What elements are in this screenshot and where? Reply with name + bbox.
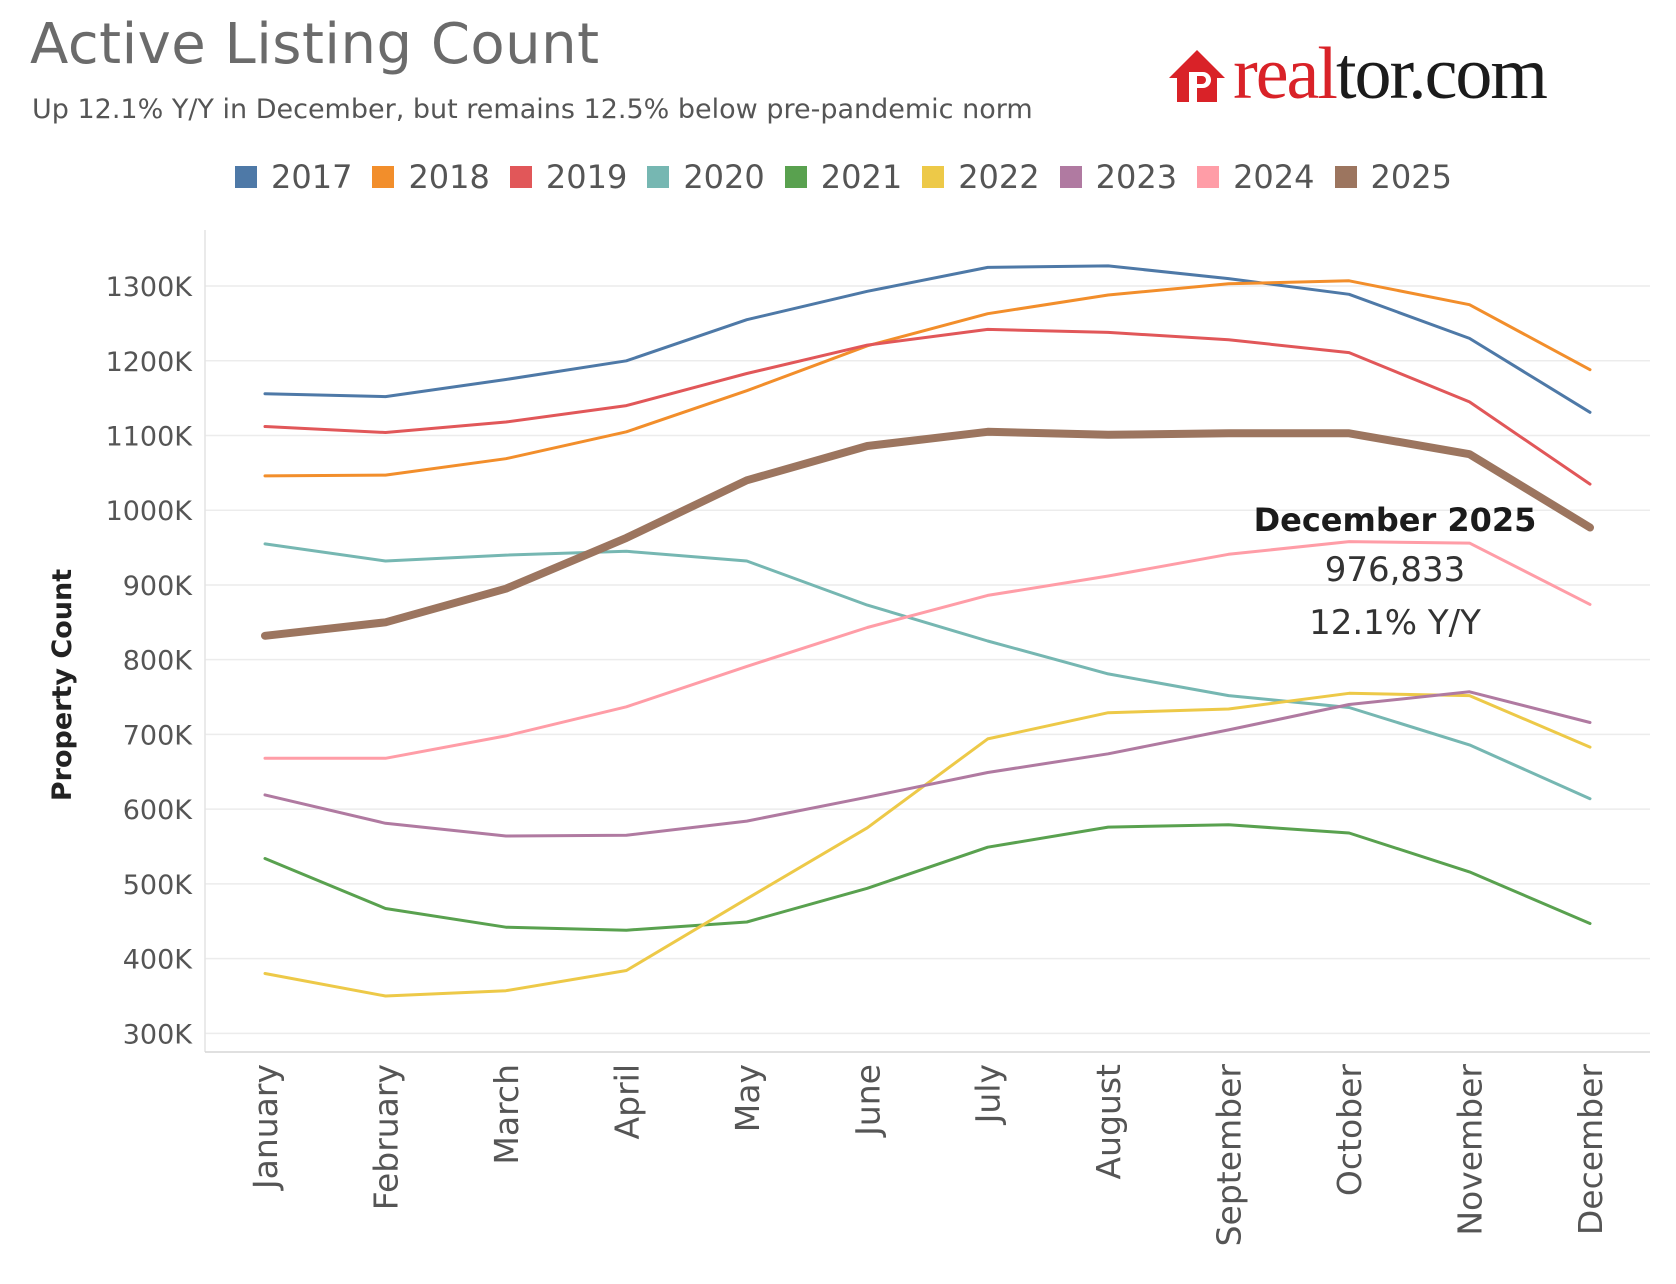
y-tick-label: 300K [123,1019,194,1050]
legend-item-2022[interactable]: 2022 [922,158,1040,196]
house-icon [1169,50,1226,102]
y-tick-label: 1100K [106,422,194,453]
y-tick-label: 1300K [106,272,194,303]
legend-item-2024[interactable]: 2024 [1197,158,1315,196]
x-tick-label: February [366,1064,405,1210]
legend-label: 2023 [1095,158,1178,196]
axes [204,230,1650,1053]
legend-item-2025[interactable]: 2025 [1334,158,1452,196]
x-tick-label: September [1210,1064,1249,1247]
x-tick-label: April [607,1064,646,1139]
y-axis-ticks: 300K 400K 500K 600K 700K 800K 900K 1000K 1100K 12… [106,272,194,1050]
y-tick-label: 1000K [106,496,194,527]
legend-swatch [1334,166,1357,188]
legend-item-2017[interactable]: 2017 [235,158,352,196]
legend-item-2019[interactable]: 2019 [509,158,628,196]
annotation: December 2025 976,833 12.1% Y/Y [1254,501,1537,643]
legend-item-2021[interactable]: 2021 [784,158,903,196]
annotation-value: 976,833 [1325,550,1466,590]
x-tick-label: August [1089,1064,1128,1180]
legend-swatch [235,166,257,188]
series-line-2017[interactable] [263,264,1592,414]
y-tick-label: 900K [123,571,194,602]
legend-swatch [784,166,807,188]
legend-swatch [647,166,670,188]
series-line-2019[interactable] [263,327,1592,486]
legend-label: 2025 [1370,158,1452,196]
legend-label: 2018 [408,158,490,196]
x-tick-label: June [848,1064,887,1138]
logo-text-black: tor.com [1335,33,1548,115]
legend-swatch [922,166,945,188]
legend-swatch [1197,166,1220,188]
legend-item-2020[interactable]: 2020 [647,158,765,196]
y-tick-label: 1200K [106,347,194,378]
legend-label: 2019 [545,158,628,196]
legend-label: 2022 [958,158,1040,196]
y-tick-label: 600K [123,795,194,826]
legend-swatch [372,166,395,188]
x-tick-label: July [969,1064,1008,1125]
series-line-2024[interactable] [263,540,1592,760]
x-tick-label: March [487,1064,526,1165]
legend-swatch [1059,166,1082,188]
legend-label: 2024 [1233,158,1315,196]
legend-label: 2017 [271,158,353,196]
x-axis-ticks: January February March April May June July Augu… [246,1064,1610,1247]
x-tick-label: December [1571,1064,1610,1236]
annotation-title: December 2025 [1254,501,1537,539]
series-line-2023[interactable] [263,690,1592,838]
series-line-2018[interactable] [263,279,1592,478]
series-line-2025[interactable] [261,427,1594,640]
y-tick-label: 400K [123,945,194,976]
legend-swatch [509,166,532,188]
gridlines [205,285,1650,1035]
logo-wordmark: realtor.com [1233,33,1548,115]
legend-item-2023[interactable]: 2023 [1059,158,1178,196]
series-lines [261,264,1594,998]
x-tick-label: October [1330,1064,1369,1196]
series-line-2021[interactable] [263,823,1592,932]
series-line-2022[interactable] [263,691,1592,998]
legend-label: 2021 [820,158,903,196]
annotation-change: 12.1% Y/Y [1309,603,1481,643]
chart-legend: 2017 2018 2019 2020 2021 2022 2023 2024 2025 [235,158,1472,196]
logo-text-red: real [1233,33,1338,115]
legend-label: 2020 [683,158,765,196]
y-tick-label: 700K [123,720,194,751]
x-tick-label: May [728,1064,767,1132]
y-axis-label: Property Count [47,569,78,801]
chart-title: Active Listing Count [30,12,600,77]
y-tick-label: 800K [123,646,194,677]
x-tick-label: November [1451,1064,1490,1236]
x-tick-label: January [246,1064,285,1191]
y-tick-label: 500K [123,870,194,901]
chart-subtitle: Up 12.1% Y/Y in December, but remains 12… [32,94,1033,125]
realtor-logo: realtor.com [1167,33,1548,115]
legend-item-2018[interactable]: 2018 [372,158,490,196]
series-line-2020[interactable] [263,542,1592,801]
